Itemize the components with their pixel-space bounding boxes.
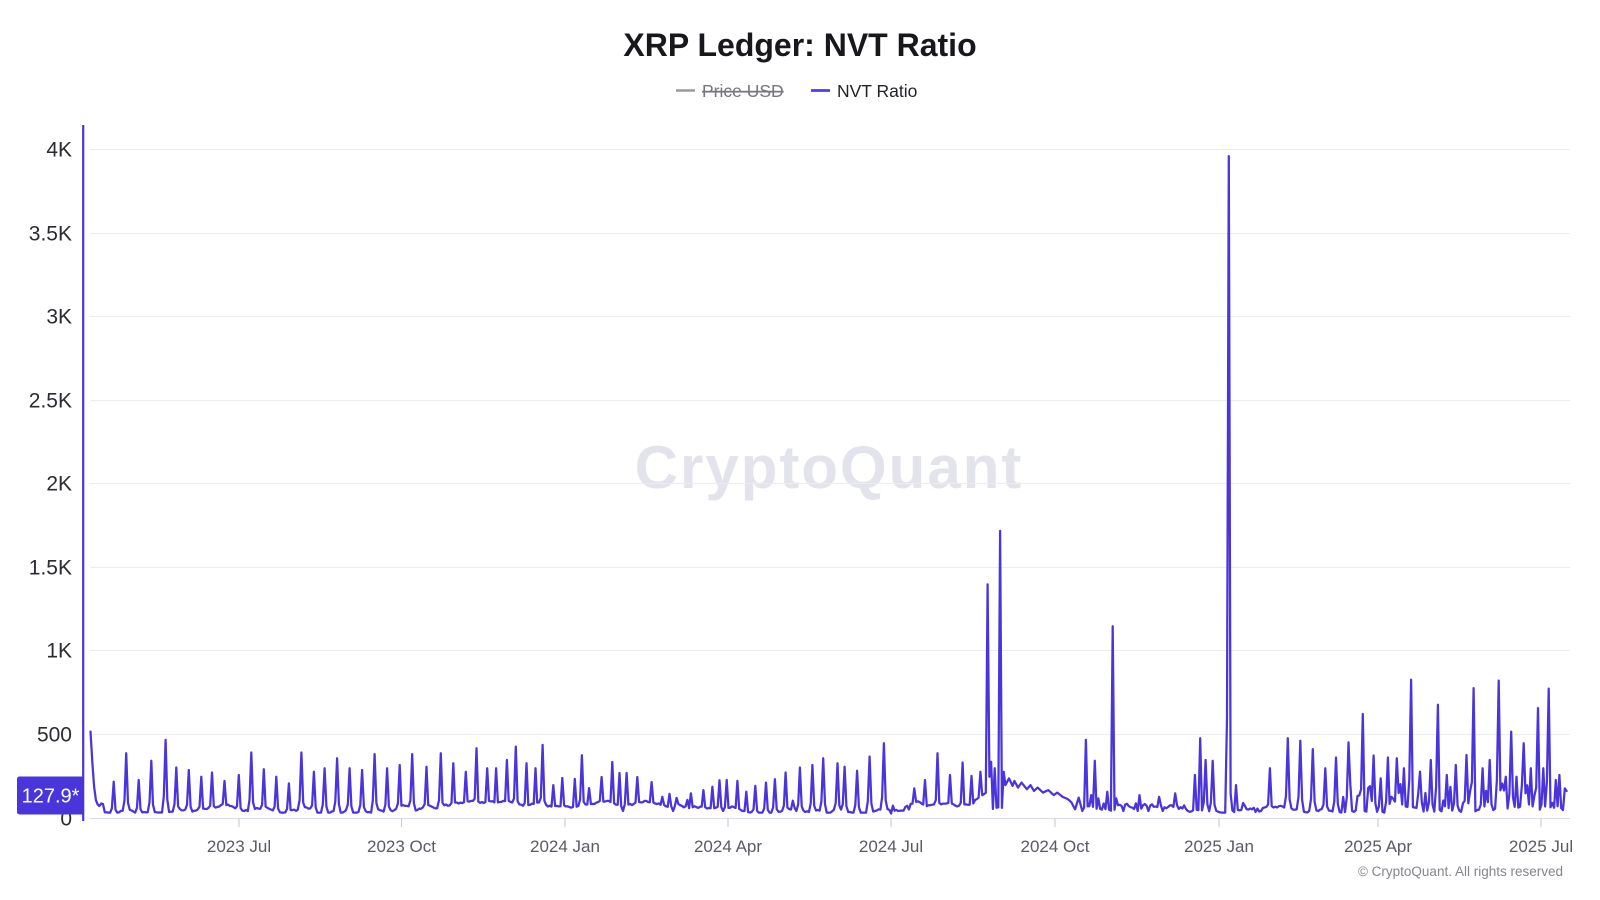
svg-text:XRP Ledger: NVT Ratio: XRP Ledger: NVT Ratio — [623, 27, 976, 63]
svg-text:2025 Jan: 2025 Jan — [1184, 837, 1254, 856]
svg-text:2025 Jul: 2025 Jul — [1509, 837, 1573, 856]
svg-text:1.5K: 1.5K — [29, 557, 72, 580]
svg-text:Price USD: Price USD — [702, 81, 784, 101]
svg-text:2024 Apr: 2024 Apr — [694, 837, 762, 856]
svg-text:4K: 4K — [46, 139, 72, 162]
svg-text:2025 Apr: 2025 Apr — [1344, 837, 1412, 856]
svg-text:500: 500 — [37, 724, 72, 747]
svg-text:2024 Oct: 2024 Oct — [1021, 837, 1090, 856]
svg-text:2023 Jul: 2023 Jul — [207, 837, 271, 856]
svg-text:CryptoQuant: CryptoQuant — [635, 434, 1024, 501]
svg-text:3.5K: 3.5K — [29, 223, 72, 246]
svg-text:2024 Jul: 2024 Jul — [859, 837, 923, 856]
svg-text:© CryptoQuant. All rights rese: © CryptoQuant. All rights reserved — [1358, 864, 1563, 879]
svg-text:3K: 3K — [46, 306, 72, 329]
svg-text:127.9*: 127.9* — [22, 786, 80, 808]
svg-text:0: 0 — [60, 808, 72, 831]
svg-text:2024 Jan: 2024 Jan — [530, 837, 600, 856]
svg-text:2023 Oct: 2023 Oct — [367, 837, 436, 856]
svg-text:1K: 1K — [46, 640, 72, 663]
svg-text:NVT Ratio: NVT Ratio — [837, 81, 917, 101]
svg-text:2K: 2K — [46, 473, 72, 496]
svg-text:2.5K: 2.5K — [29, 390, 72, 413]
